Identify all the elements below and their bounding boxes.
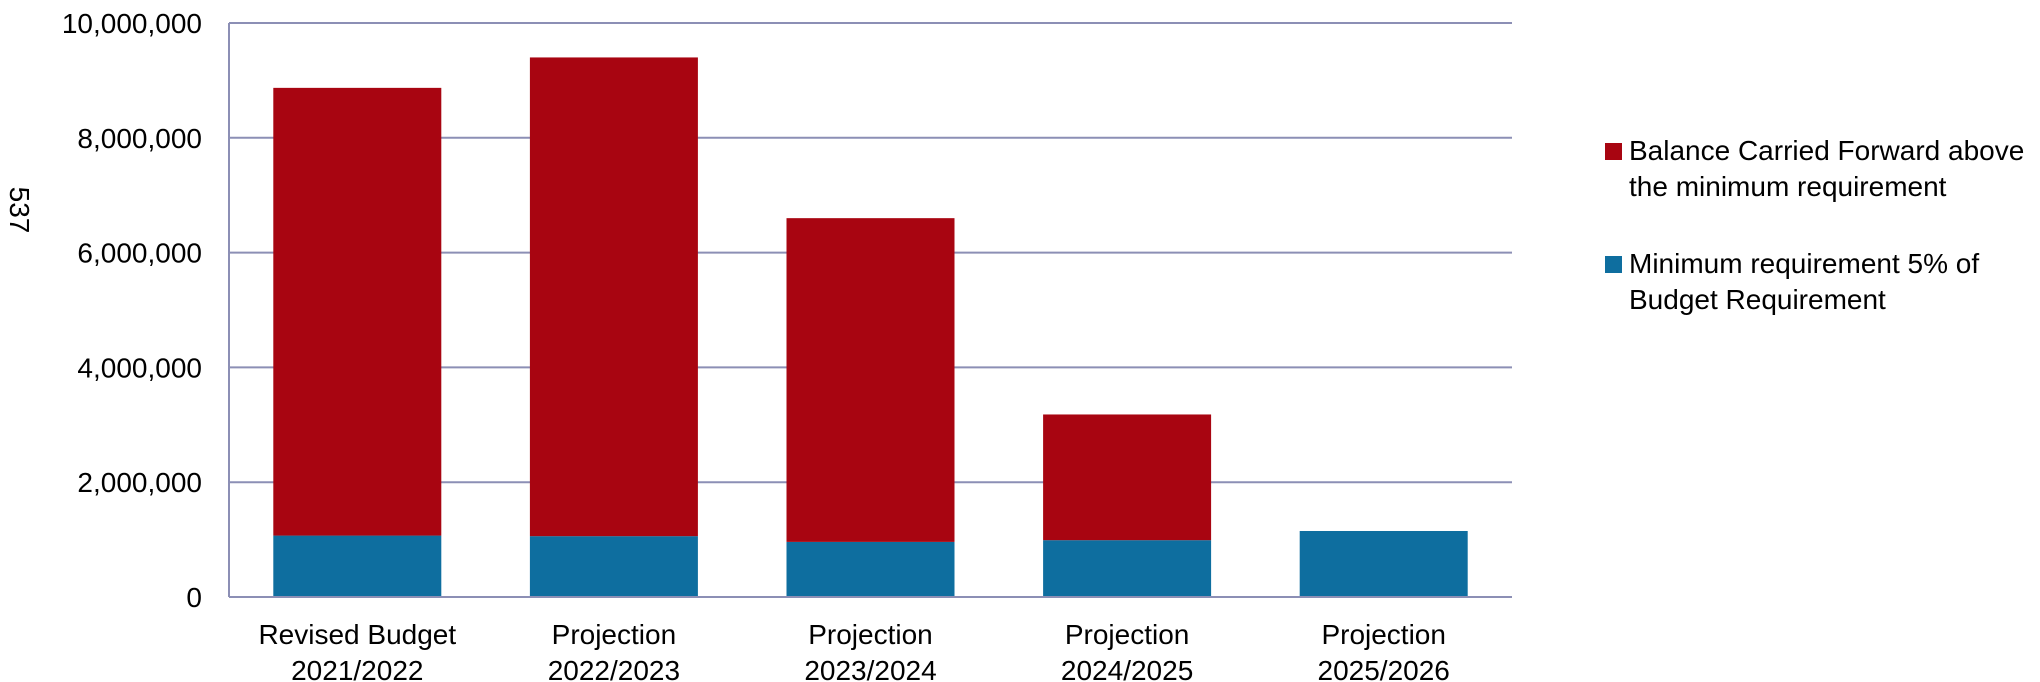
legend-swatch-minimum (1605, 256, 1622, 273)
bar-minimum-requirement (1043, 540, 1212, 597)
bars (273, 57, 1468, 597)
x-tick-label: Projection 2025/2026 (1318, 619, 1450, 682)
x-tick-label: Projection 2022/2023 (548, 619, 680, 682)
bar-balance-carried-forward (529, 57, 698, 537)
x-tick-label: Revised Budget 2021/2022 (258, 619, 456, 682)
bar-balance-carried-forward (273, 87, 442, 536)
legend-item-balance-carried-forward: Balance Carried Forward above the minimu… (1605, 133, 2025, 205)
x-tick-label: Projection 2024/2025 (1061, 619, 1193, 682)
x-tick-label: Projection 2023/2024 (804, 619, 936, 682)
legend-label-minimum: Minimum requirement 5% of Budget Require… (1629, 248, 1980, 315)
legend: Balance Carried Forward above the minimu… (1605, 133, 2025, 359)
bar-minimum-requirement (529, 536, 698, 597)
y-tick-label: 0 (186, 582, 202, 613)
axes (228, 23, 1512, 598)
y-tick-label: 4,000,000 (77, 352, 202, 383)
page-side-label: 537 (4, 187, 35, 234)
bar-minimum-requirement (1299, 530, 1468, 597)
x-axis-tick-labels: Revised Budget 2021/2022 Projection 2022/20… (258, 619, 1449, 682)
y-tick-label: 2,000,000 (77, 467, 202, 498)
y-tick-label: 6,000,000 (77, 238, 202, 269)
y-tick-label: 8,000,000 (77, 123, 202, 154)
y-axis-tick-labels: 0 2,000,000 4,000,000 6,000,000 8,000,000 10,… (62, 8, 202, 613)
bar-minimum-requirement (273, 535, 442, 597)
bar-balance-carried-forward (786, 218, 955, 542)
legend-swatch-balance (1605, 143, 1622, 160)
bar-minimum-requirement (786, 541, 955, 597)
legend-item-minimum-requirement: Minimum requirement 5% of Budget Require… (1605, 246, 2025, 318)
bar-balance-carried-forward (1043, 414, 1212, 541)
legend-label-balance: Balance Carried Forward above the minimu… (1629, 135, 2025, 202)
y-tick-label: 10,000,000 (62, 8, 202, 39)
